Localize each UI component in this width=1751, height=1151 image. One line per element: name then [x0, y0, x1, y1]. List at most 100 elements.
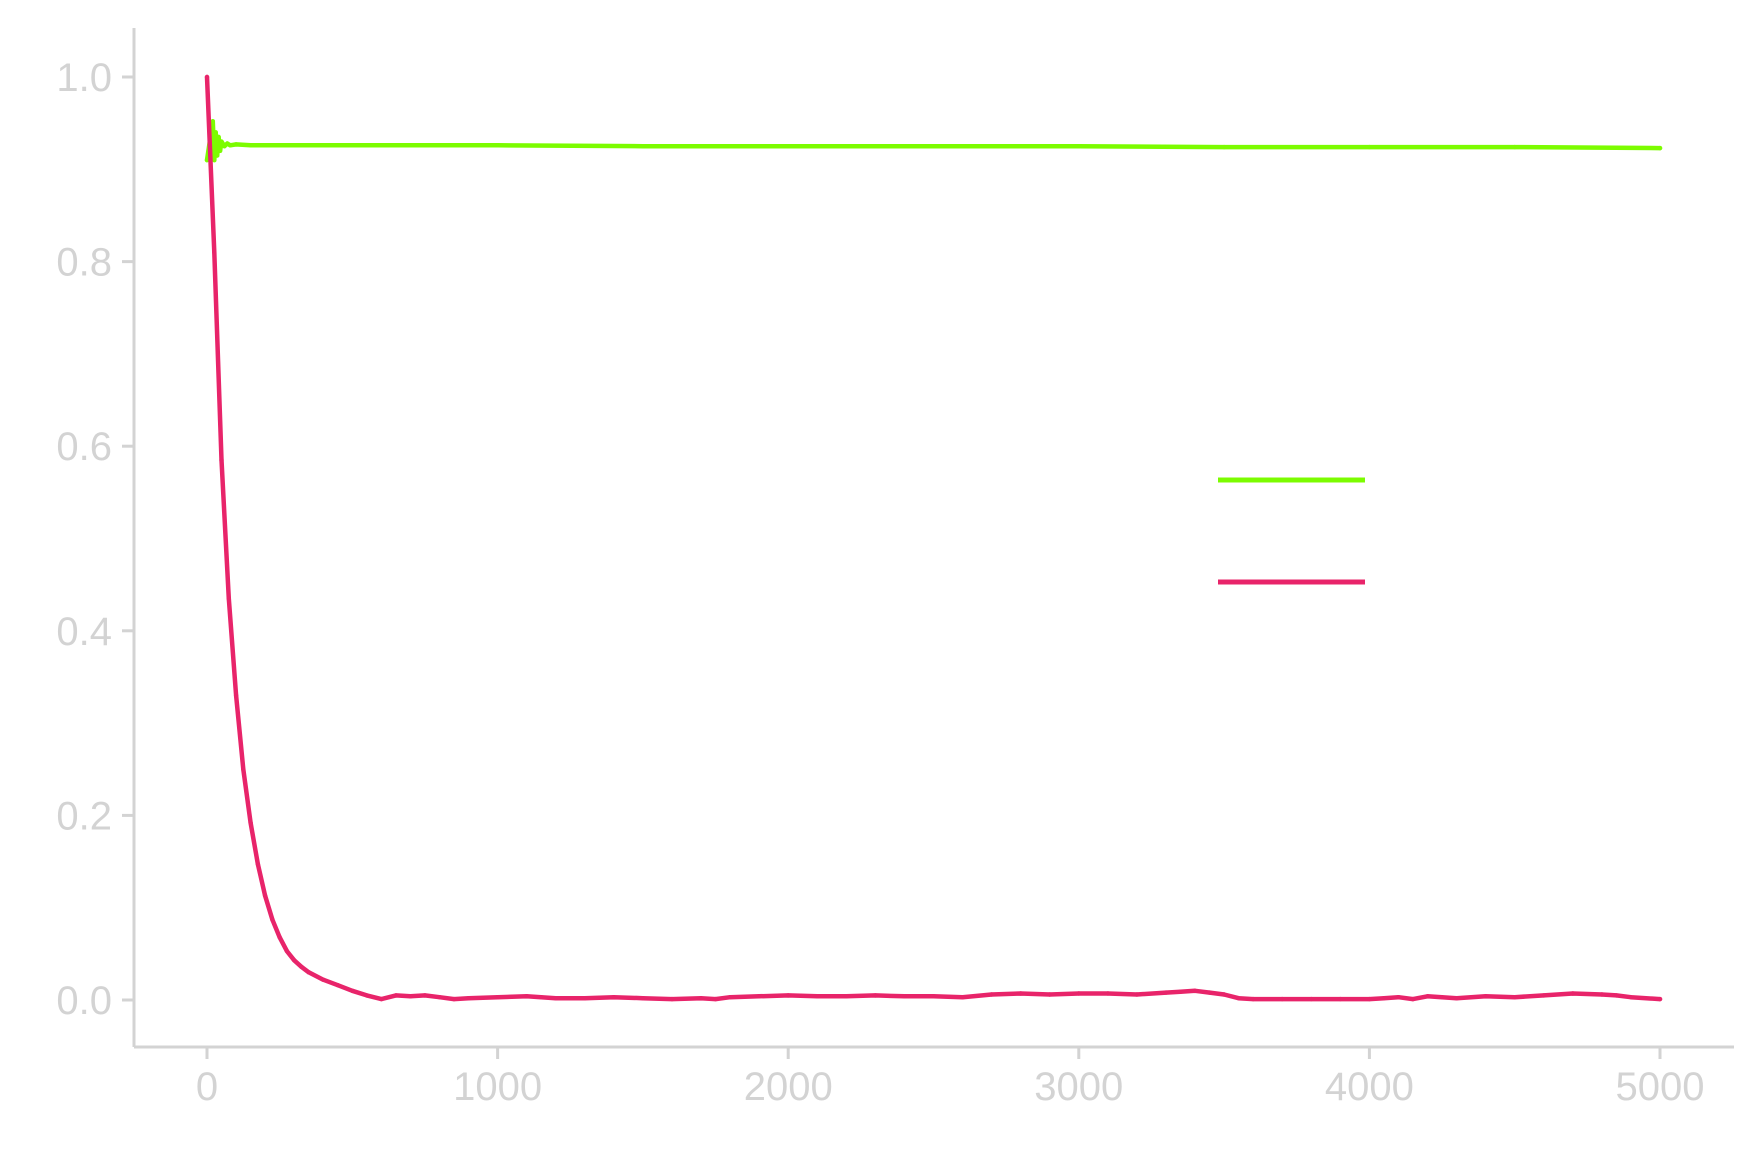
- series-2-point: [1221, 992, 1227, 997]
- series-2-point: [277, 935, 282, 940]
- x-ticks: 0 1000 2000 3000 4000 5000: [196, 1047, 1705, 1109]
- series-1-point: [640, 144, 646, 149]
- x-tick-label: 5000: [1616, 1065, 1705, 1109]
- series-1-point: [1657, 145, 1663, 151]
- series-2-line: [204, 74, 1663, 1002]
- series-2: [204, 74, 1663, 1002]
- y-tick-label: 0.8: [56, 241, 112, 285]
- series-2-point: [379, 996, 384, 1002]
- series-2-point: [713, 996, 718, 1002]
- series-2-point: [1454, 996, 1459, 1001]
- x-tick-label: 3000: [1034, 1065, 1123, 1109]
- series-2-point: [1309, 996, 1314, 1002]
- series-2-point: [1076, 991, 1082, 996]
- series-2-point: [539, 995, 544, 1000]
- series-2-point: [233, 693, 239, 698]
- series-2-point: [262, 893, 268, 898]
- series-1-point: [204, 157, 210, 163]
- series-2-point: [219, 457, 224, 463]
- series-2-point: [1367, 996, 1372, 1002]
- series-2-point: [248, 820, 253, 825]
- series-2-point: [669, 996, 675, 1002]
- series-1-point: [1221, 144, 1227, 150]
- series-1-point: [1367, 144, 1372, 150]
- series-2-point: [1163, 990, 1169, 995]
- series-2-point: [1657, 996, 1663, 1002]
- series-1-point: [786, 144, 791, 149]
- series-2-point: [1425, 994, 1430, 999]
- series-2-point: [364, 993, 369, 998]
- series-1-point: [212, 157, 217, 163]
- series-2-point: [698, 996, 704, 1001]
- series-1-point: [262, 143, 268, 148]
- series-2-point: [270, 917, 275, 922]
- series-2-point: [422, 993, 428, 998]
- series-2-point: [1410, 996, 1416, 1002]
- series-2-point: [727, 995, 733, 1000]
- series-1-point: [216, 134, 221, 140]
- y-ticks: 0.0 0.2 0.4 0.6 0.8 1.0: [56, 56, 134, 1023]
- series-2-point: [960, 995, 965, 1000]
- plot-area: [204, 74, 1663, 1002]
- series-2-point: [437, 995, 442, 1000]
- series-1-point: [233, 142, 239, 147]
- series-2-point: [255, 862, 261, 867]
- series-2-point: [306, 970, 311, 975]
- series-2-point: [1192, 988, 1198, 993]
- series-2-point: [1178, 989, 1183, 994]
- y-tick-label: 1.0: [56, 56, 112, 100]
- series-2-point: [524, 994, 529, 999]
- series-2-point: [1396, 995, 1401, 1000]
- series-2-point: [393, 993, 399, 998]
- series-2-point: [1541, 993, 1547, 998]
- series-2-point: [844, 994, 849, 999]
- series-1-line: [204, 119, 1663, 163]
- series-2-point: [1338, 996, 1343, 1002]
- series-2-point: [1236, 996, 1241, 1001]
- series-2-point: [466, 996, 471, 1001]
- series-2-point: [902, 994, 907, 999]
- series-1-point: [222, 144, 227, 149]
- series-1: [204, 119, 1663, 163]
- series-1-point: [210, 119, 215, 124]
- series-1-point: [215, 153, 220, 158]
- series-1-point: [1076, 144, 1082, 149]
- x-tick-label: 0: [196, 1065, 218, 1109]
- x-tick-label: 2000: [744, 1065, 833, 1109]
- y-tick-label: 0.0: [56, 979, 112, 1023]
- series-2-point: [1614, 993, 1619, 998]
- series-2-point: [292, 958, 297, 963]
- series-2-point: [321, 977, 326, 982]
- y-tick-label: 0.2: [56, 794, 112, 838]
- series-2-point: [582, 996, 587, 1001]
- series-2-point: [1047, 992, 1052, 997]
- x-tick-label: 1000: [453, 1065, 542, 1109]
- series-2-point: [611, 995, 616, 1000]
- series-2-point: [1570, 991, 1576, 996]
- x-tick-label: 4000: [1325, 1065, 1414, 1109]
- series-2-point: [1599, 992, 1605, 997]
- series-2-point: [756, 994, 762, 999]
- series-2-point: [241, 767, 246, 772]
- series-1-point: [931, 144, 936, 149]
- series-2-point: [204, 74, 210, 80]
- series-2-point: [495, 995, 500, 1000]
- series-1-point: [495, 143, 500, 148]
- series-2-point: [640, 996, 646, 1001]
- x-axis: 0 1000 2000 3000 4000 5000: [134, 1045, 1734, 1109]
- series-2-point: [1280, 996, 1285, 1002]
- series-1-point: [228, 143, 233, 148]
- series-2-point: [226, 596, 231, 601]
- series-2-point: [299, 964, 304, 969]
- series-2-point: [451, 996, 457, 1002]
- series-2-point: [1251, 996, 1256, 1002]
- series-2-point: [1628, 995, 1634, 1000]
- y-tick-label: 0.6: [56, 425, 112, 469]
- series-2-point: [931, 994, 936, 999]
- series-2-point: [1134, 992, 1140, 997]
- series-1-point: [1512, 144, 1517, 150]
- series-2-point: [873, 993, 878, 998]
- series-2-point: [350, 988, 355, 993]
- series-2-point: [815, 994, 820, 999]
